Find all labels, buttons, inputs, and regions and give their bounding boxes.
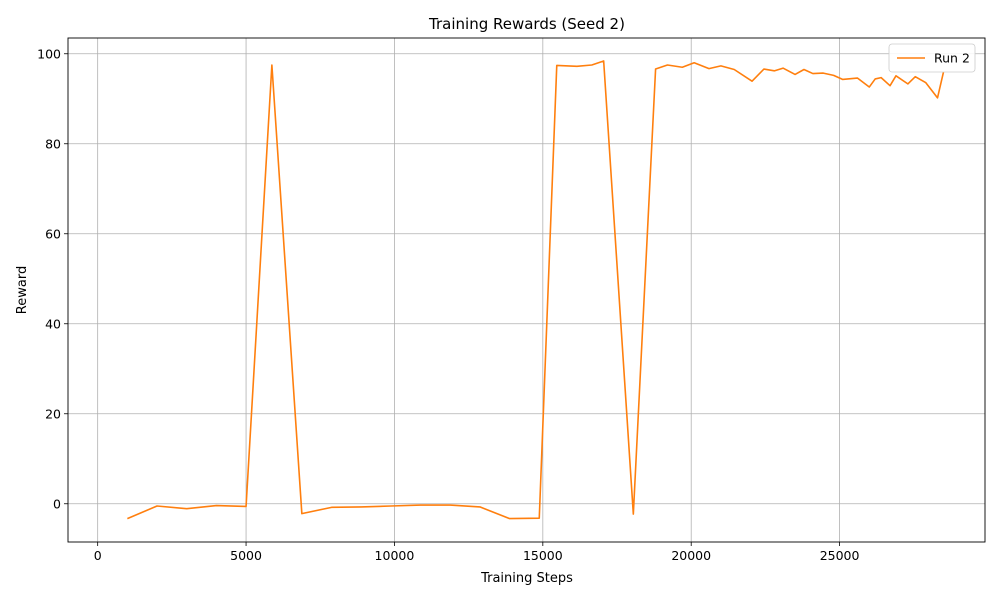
plot-frame [67,37,986,543]
y-axis-label: Reward [15,266,30,314]
ticks: 0 5000 10000 15000 20000 25000 0 20 40 60 80 100 [37,46,859,563]
chart-title: Training Rewards (Seed 2) [428,15,625,33]
x-axis-label: Training Steps [480,571,573,586]
x-tick-label: 25000 [820,548,860,563]
legend: Run 2 [888,43,976,73]
x-tick-label: 20000 [671,548,711,563]
legend-label: Run 2 [934,51,970,66]
x-tick-label: 10000 [375,548,415,563]
series-line-1 [127,60,945,520]
plot-area-border [67,37,986,543]
y-tick-label: 20 [45,406,61,421]
y-tick-label: 60 [45,226,61,241]
x-tick-label: 5000 [230,548,262,563]
series-layer [127,60,945,520]
y-tick-label: 40 [45,316,61,331]
x-tick-label: 0 [94,548,102,563]
legend-box [888,43,976,73]
x-tick-label: 15000 [523,548,563,563]
y-tick-label: 0 [53,496,61,511]
y-tick-label: 100 [37,46,61,61]
y-tick-label: 80 [45,136,61,151]
grid [68,38,985,542]
